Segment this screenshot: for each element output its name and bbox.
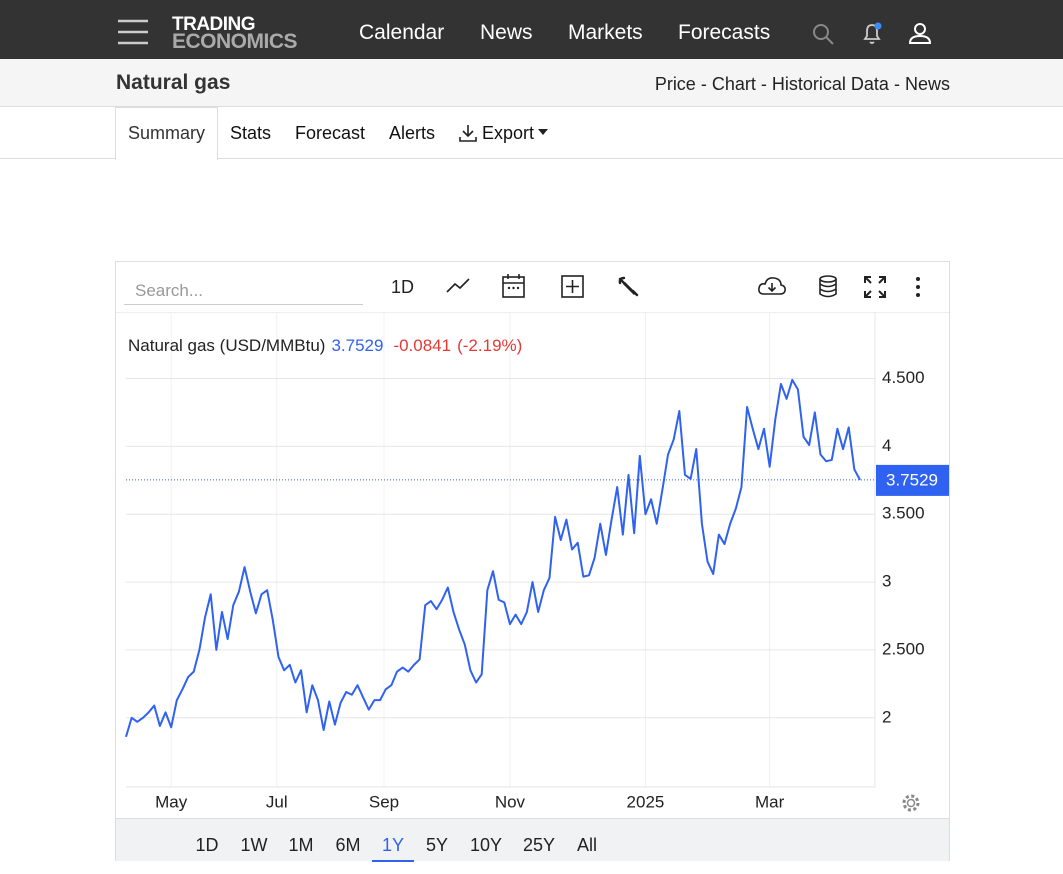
calendar-icon[interactable] [501,272,527,300]
tab[interactable]: Forecast [295,123,366,143]
y-tick-label: 2 [882,707,891,726]
x-tick-label: 2025 [627,792,665,811]
x-tick-label: Sep [369,792,399,811]
nav-link[interactable]: News [480,21,533,44]
toolbar-divider [116,312,949,313]
tab[interactable]: Export [482,123,535,143]
last-price-tag [876,464,949,496]
header-links: Price - Chart - Historical Data - News [655,74,950,95]
separator: - [760,74,767,94]
legend-change: -0.0841 [393,336,451,355]
tab-bar: Summary Stats Forecast Alerts Export [0,107,1063,160]
bell-icon[interactable] [860,21,886,47]
y-tick-label: 4.500 [882,368,925,387]
range-button[interactable]: All [576,835,598,855]
settings-icon[interactable] [902,794,920,812]
caret-icon[interactable] [538,129,550,137]
interval-button[interactable]: 1D [391,277,415,297]
range-bar [116,818,949,861]
price-line [125,378,861,738]
add-indicator-icon[interactable] [561,275,585,299]
separator: - [700,74,707,94]
legend-value: 3.7529 [331,336,383,355]
x-tick-label: Jul [266,792,288,811]
range-button[interactable]: 1M [288,835,314,855]
search-placeholder[interactable]: Search... [135,281,204,300]
separator: - [893,74,900,94]
header-link[interactable]: Price [654,74,696,94]
y-tick-label: 3.500 [882,504,925,523]
legend-name: Natural gas (USD/MMBtu) [128,336,325,355]
database-icon[interactable] [818,275,838,299]
header-link[interactable]: Chart [711,74,756,94]
y-tick-label: 2.500 [882,639,925,658]
x-tick-label: Mar [755,792,785,811]
legend: Natural gas (USD/MMBtu) 3.7529 -0.0841 (-2.… [128,336,522,355]
fullscreen-icon[interactable] [863,275,887,299]
tools-icon[interactable] [616,275,640,299]
legend-change-pct: (-2.19%) [457,336,522,355]
logo-bottom[interactable]: ECONOMICS [172,30,298,53]
active-tab-box [115,107,218,160]
y-tick-label: 3 [882,572,891,591]
x-tick-label: May [155,792,188,811]
tab[interactable]: Summary [128,123,206,143]
x-tick-label: Nov [495,792,526,811]
search-icon[interactable] [812,23,836,47]
range-button[interactable]: 6M [335,835,361,855]
range-button[interactable]: 10Y [469,835,503,855]
gear-hole [906,798,916,808]
header-link[interactable]: Historical Data [771,74,889,94]
nav-link[interactable]: Markets [568,21,643,44]
nav-link[interactable]: Calendar [359,21,445,44]
last-price-label: 3.7529 [886,470,938,489]
cloud-download-icon[interactable] [757,275,787,299]
logo-top[interactable]: TRADING [172,14,256,35]
range-button[interactable]: 1W [240,835,268,855]
chart-widget: Search... 1D May Jul Sep Nov 2025 Mar 2 2.500 3 3… [115,261,950,862]
line-type-icon[interactable] [445,276,471,296]
range-button[interactable]: 5Y [425,835,449,855]
page-title: Natural gas [116,71,231,94]
more-icon[interactable] [913,276,923,300]
search-underline [124,304,363,305]
gear-ring [902,794,920,812]
download-icon[interactable] [458,123,478,143]
header-link[interactable]: News [904,74,950,94]
tab[interactable]: Alerts [389,123,436,143]
range-button[interactable]: 1D [195,835,219,855]
y-tick-label: 4 [882,436,891,455]
top-bar: TRADING ECONOMICS Calendar News Markets … [0,0,1063,59]
chart: May Jul Sep Nov 2025 Mar 2 2.500 3 3.500 4 4.500 3.7… [125,312,949,812]
range-button[interactable]: 25Y [522,835,556,855]
tab[interactable]: Stats [230,123,272,143]
user-icon[interactable] [908,21,934,47]
sub-header: Natural gas Price - Chart - Historical D… [0,59,1063,107]
range-button[interactable]: 1Y [371,835,415,862]
nav-link[interactable]: Forecasts [678,21,771,44]
menu-icon[interactable] [118,19,148,45]
